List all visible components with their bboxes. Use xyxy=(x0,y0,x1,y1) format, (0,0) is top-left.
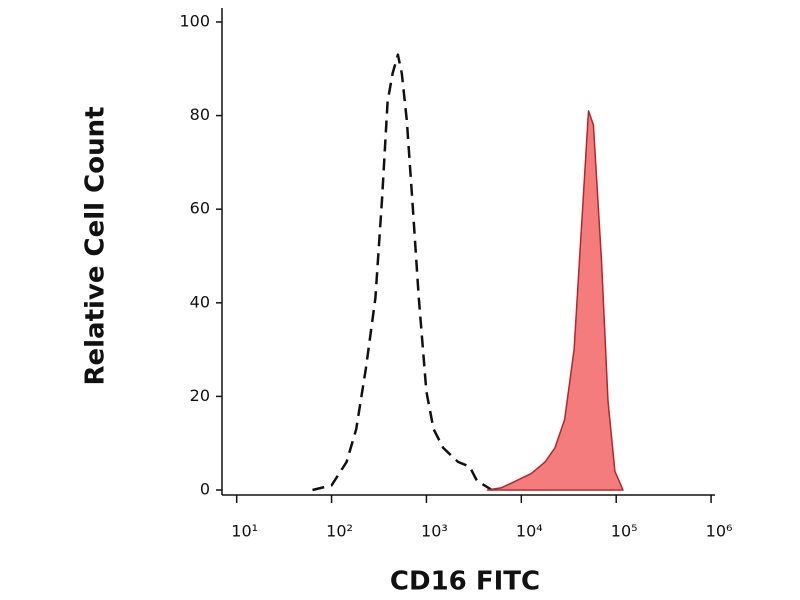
y-tick-label: 0 xyxy=(200,480,210,499)
x-tick-label: 10⁵ xyxy=(611,522,638,541)
x-tick-label: 10⁶ xyxy=(706,522,733,541)
y-tick-label: 60 xyxy=(190,199,210,218)
y-tick-label: 100 xyxy=(179,11,210,30)
y-axis-title: Relative Cell Count xyxy=(81,106,111,385)
x-tick-label: 10⁴ xyxy=(516,522,543,541)
x-tick-label: 10¹ xyxy=(231,522,258,541)
y-tick-label: 80 xyxy=(190,105,210,124)
histogram-line xyxy=(312,53,493,492)
histogram-area xyxy=(486,110,624,491)
x-axis-title: CD16 FITC xyxy=(390,567,540,597)
x-tick-label: 10² xyxy=(326,522,353,541)
x-tick-label: 10³ xyxy=(421,522,448,541)
y-tick-label: 20 xyxy=(190,386,210,405)
y-tick-label: 40 xyxy=(190,292,210,311)
